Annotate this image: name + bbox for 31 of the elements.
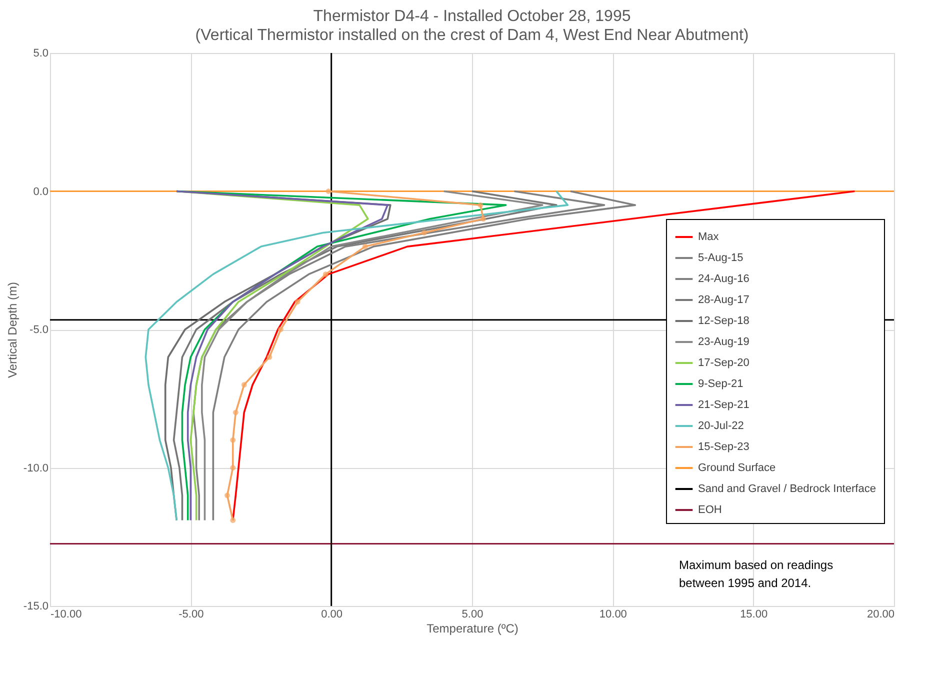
x-tick-label: 0.00 [321,608,343,620]
legend-label: 24-Aug-16 [698,273,750,285]
y-tick-label: -15.0 [23,600,48,612]
x-tick-label: 10.00 [599,608,627,620]
x-axis-title: Temperature (ºC) [426,622,518,636]
chart-subtitle: (Vertical Thermistor installed on the crest of Dam 4, West End Near Abutment) [195,27,749,44]
legend-label: Sand and Gravel / Bedrock Interface [698,483,876,495]
x-tick-label: 15.00 [740,608,768,620]
annotation: Maximum based on readings between 1995 and 2014. [679,558,834,590]
x-tick-label: -10.00 [50,608,82,620]
x-tick-label: 5.00 [462,608,484,620]
y-tick-label: -10.0 [23,462,48,474]
legend-label: 5-Aug-15 [698,252,744,264]
legend-label: 28-Aug-17 [698,294,750,306]
y-axis-title: Vertical Depth (m) [5,282,20,378]
y-tick-label: 0.0 [33,186,48,198]
legend-label: Ground Surface [698,462,776,474]
y-tick-label: 5.0 [33,48,48,60]
legend-label: 20-Jul-22 [698,420,744,432]
legend-label: 23-Aug-19 [698,336,750,348]
legend-label: 21-Sep-21 [698,399,750,411]
legend-label: 15-Sep-23 [698,441,750,453]
legend-label: 9-Sep-21 [698,378,744,390]
y-tick-label: -5.0 [30,324,48,336]
legend-label: EOH [698,504,722,516]
chart-title: Thermistor D4-4 - Installed October 28, 1995 [313,8,631,25]
x-tick-label: -5.00 [178,608,204,620]
legend-label: Max [698,231,720,243]
legend-label: 17-Sep-20 [698,357,750,369]
x-tick-label: 20.00 [866,608,894,620]
legend-label: 12-Sep-18 [698,315,750,327]
